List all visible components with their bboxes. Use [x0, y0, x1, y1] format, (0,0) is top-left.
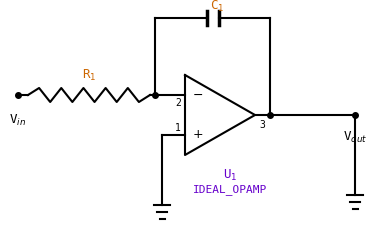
Text: IDEAL_OPAMP: IDEAL_OPAMP: [193, 185, 267, 195]
Text: 3: 3: [259, 120, 265, 130]
Text: 2: 2: [175, 98, 181, 108]
Text: R$_1$: R$_1$: [82, 67, 96, 83]
Text: 1: 1: [175, 123, 181, 133]
Text: C$_1$: C$_1$: [210, 0, 225, 13]
Text: V$_{out}$: V$_{out}$: [343, 130, 367, 145]
Text: −: −: [193, 88, 204, 101]
Text: V$_{in}$: V$_{in}$: [9, 113, 27, 128]
Text: +: +: [193, 128, 204, 141]
Text: U$_1$: U$_1$: [223, 167, 237, 182]
